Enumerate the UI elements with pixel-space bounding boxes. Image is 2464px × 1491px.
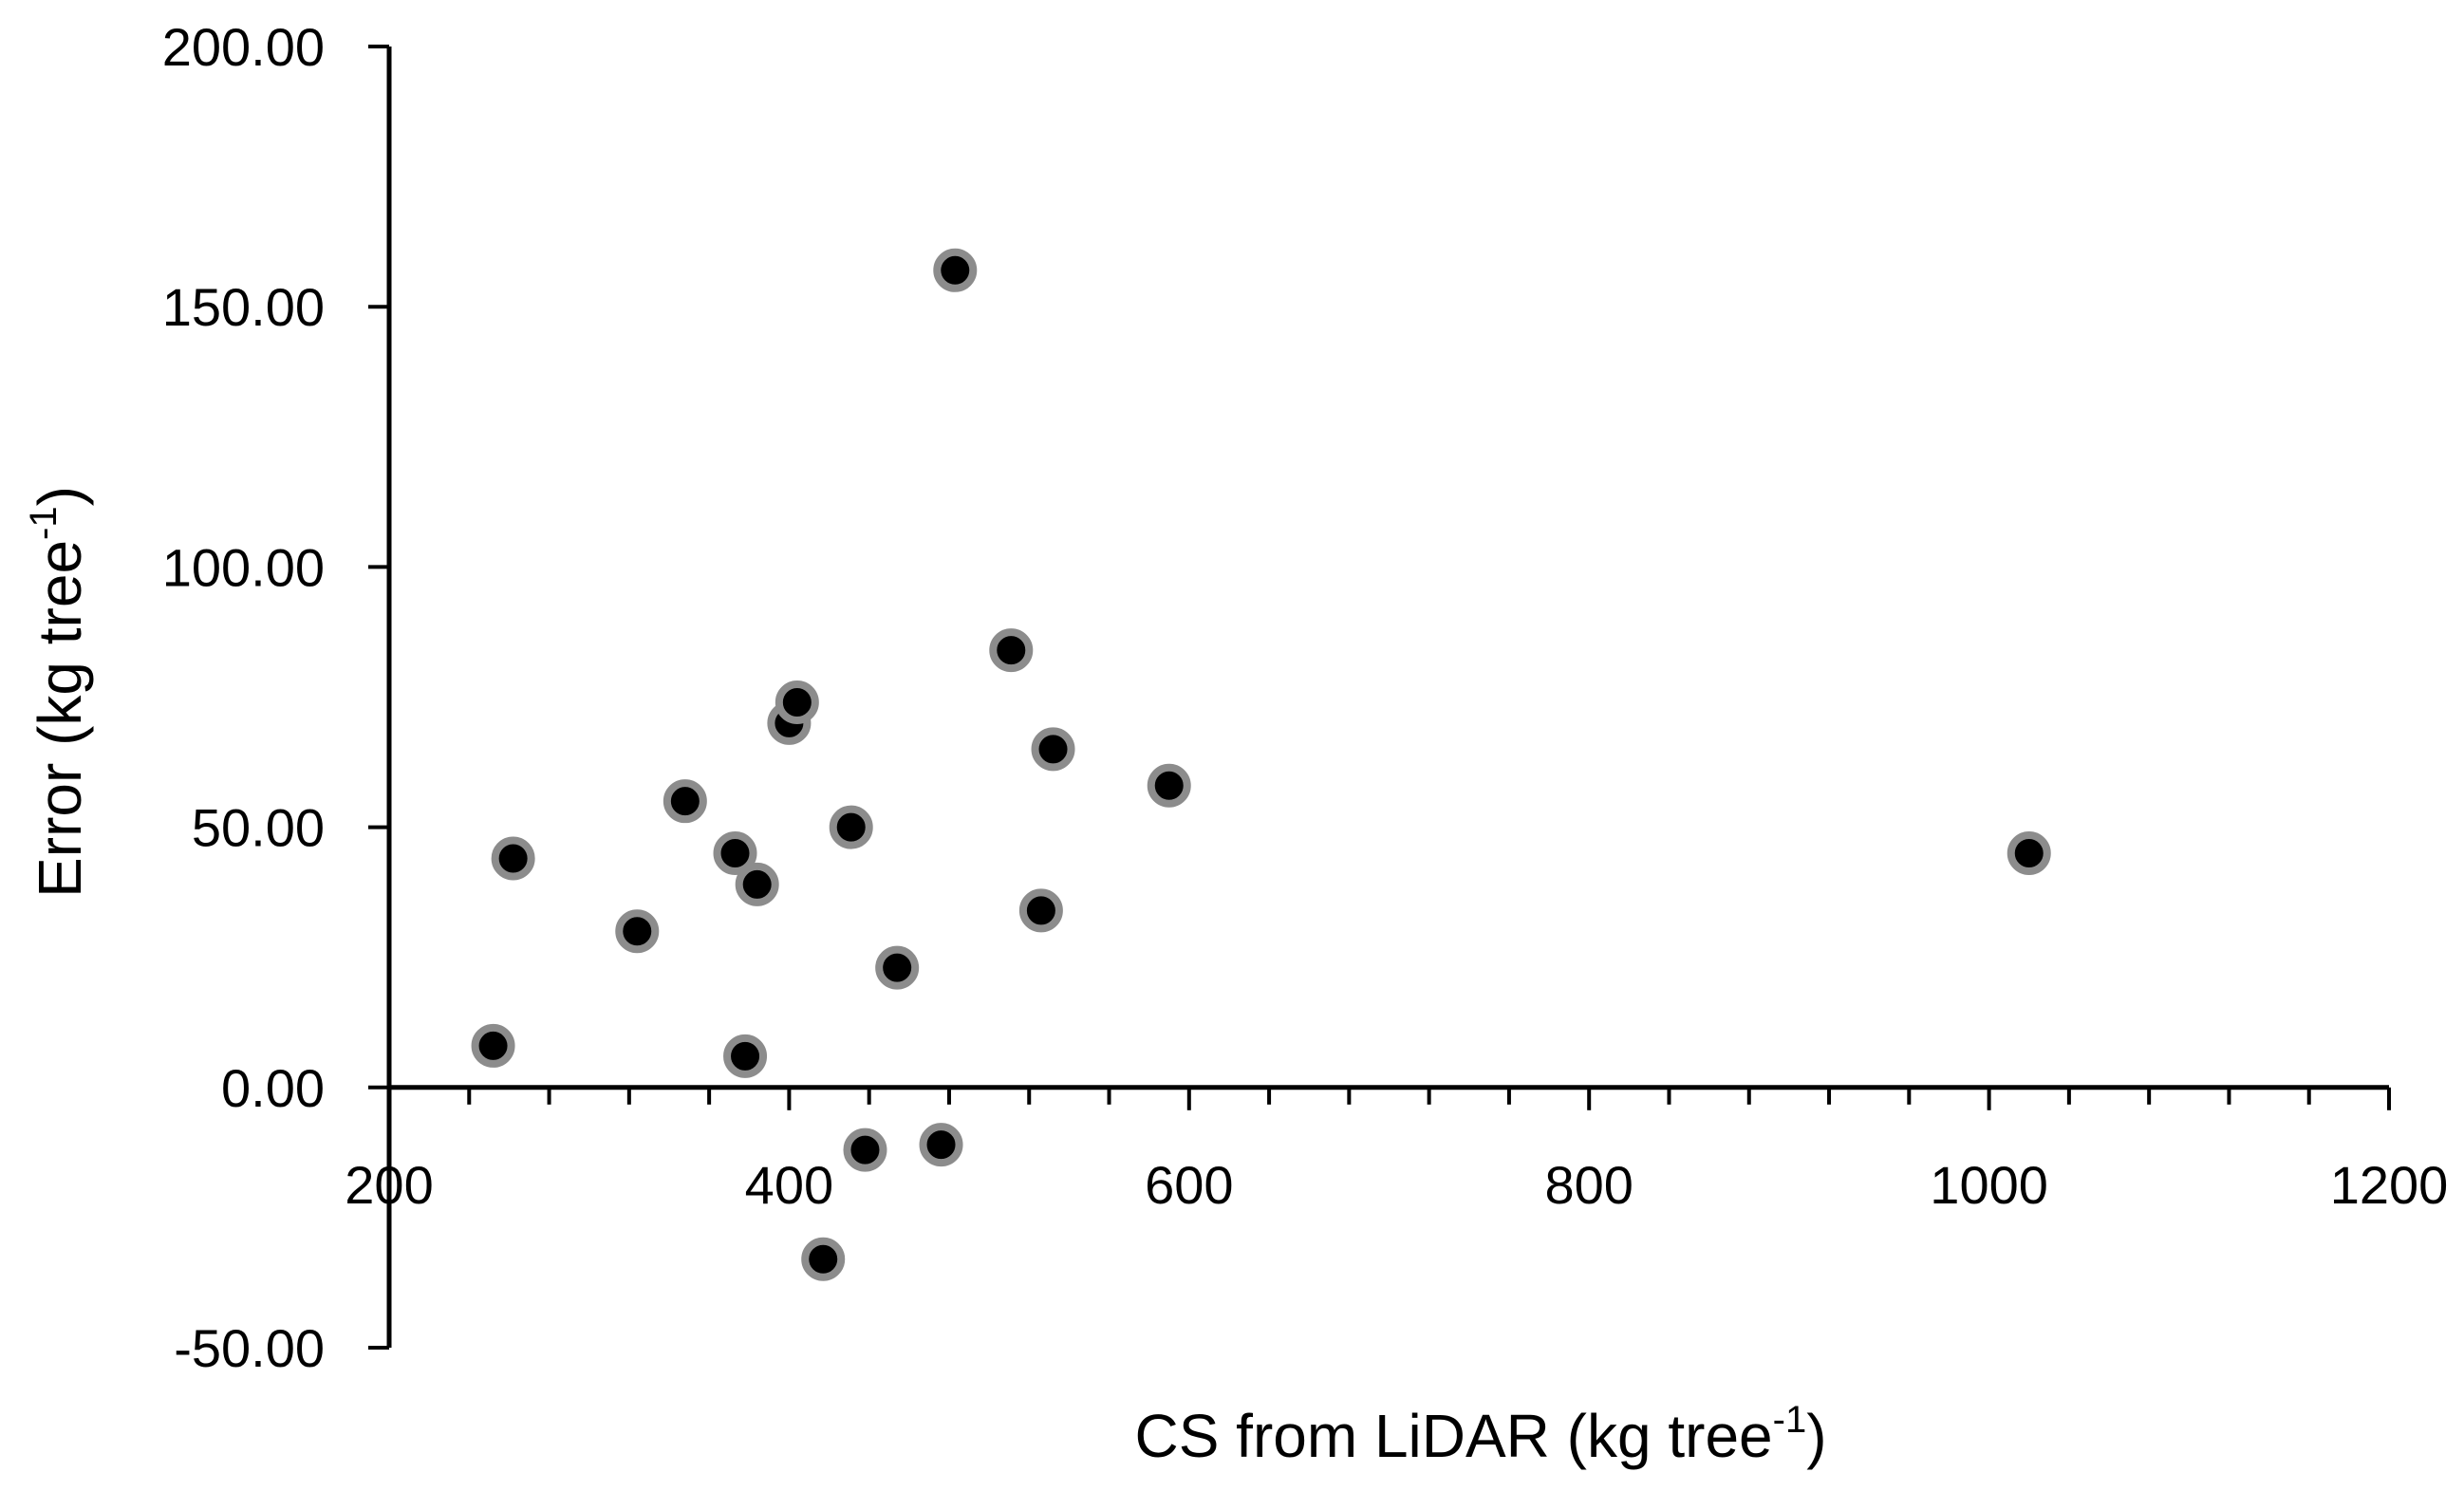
data-point <box>801 1237 846 1281</box>
y-axis-title: Error (kg tree-1) <box>23 486 94 898</box>
data-point <box>875 945 920 990</box>
x-tick-label: 800 <box>1544 1155 1633 1215</box>
data-point <box>989 628 1034 673</box>
data-point <box>775 680 819 724</box>
data-point <box>723 1034 768 1078</box>
data-point <box>713 831 757 876</box>
data-point <box>1147 763 1191 808</box>
y-tick-label: 0.00 <box>221 1058 325 1118</box>
x-tick-label: 600 <box>1145 1155 1233 1215</box>
y-axis-ticks: -50.00 0.00 50.00 100.00 150.00 200.00 <box>162 17 389 1378</box>
data-point <box>1018 888 1063 933</box>
data-points <box>471 248 2051 1281</box>
y-tick-label: 200.00 <box>162 17 325 77</box>
data-point <box>471 1023 515 1068</box>
x-tick-label: 1000 <box>1930 1155 2048 1215</box>
data-point <box>735 862 779 906</box>
data-point <box>663 779 707 824</box>
data-point <box>843 1128 887 1172</box>
data-point <box>933 248 978 292</box>
data-point <box>919 1123 963 1167</box>
y-tick-label: -50.00 <box>174 1318 325 1378</box>
x-axis-ticks: 200 400 600 800 1000 1200 <box>345 1087 2449 1215</box>
data-point <box>2007 831 2051 876</box>
data-point <box>829 805 873 849</box>
data-point <box>491 836 535 881</box>
y-tick-label: 50.00 <box>192 798 325 858</box>
x-axis-title: CS from LiDAR (kg tree-1) <box>1134 1399 1826 1470</box>
y-tick-label: 100.00 <box>162 537 325 597</box>
data-point <box>615 909 660 954</box>
data-point <box>1031 727 1075 772</box>
x-tick-label: 1200 <box>2330 1155 2449 1215</box>
x-tick-label: 400 <box>745 1155 833 1215</box>
y-tick-label: 150.00 <box>162 277 325 337</box>
